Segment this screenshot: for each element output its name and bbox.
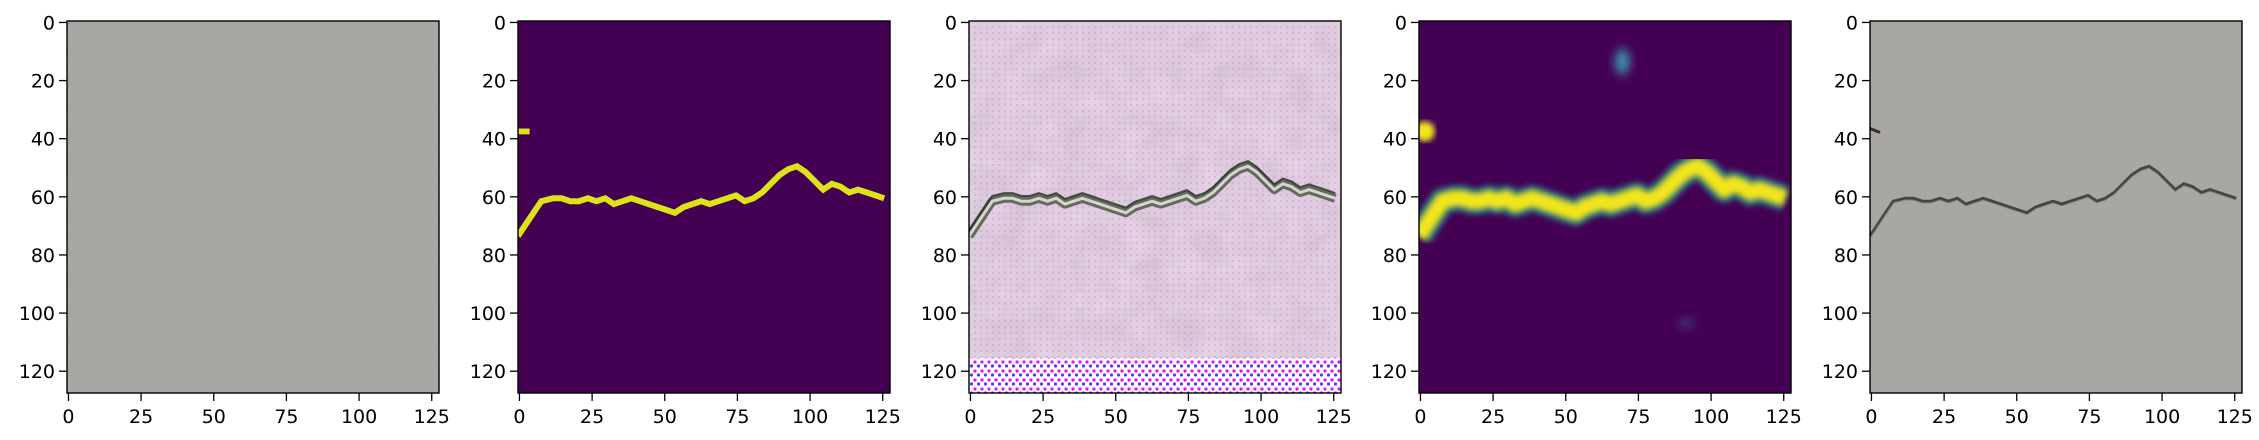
y-tick-label: 40: [1834, 129, 1858, 151]
y-tick-label: 20: [482, 71, 506, 93]
x-tick-label: 100: [2144, 406, 2180, 428]
y-tick-label: 80: [933, 245, 957, 267]
x-tick-label: 0: [964, 406, 976, 428]
y-tick-label: 20: [1383, 71, 1407, 93]
y-tick-label: 120: [1822, 361, 1858, 383]
y-tick-label: 100: [1371, 303, 1407, 325]
x-tick-label: 50: [653, 406, 677, 428]
x-tick-label: 125: [1316, 406, 1352, 428]
y-tick-label: 80: [1834, 245, 1858, 267]
x-tick-label: 25: [1031, 406, 1055, 428]
axes-frame: [66, 20, 440, 394]
generated-crack-image: [969, 21, 1341, 393]
x-tick-label: 25: [1932, 406, 1956, 428]
x-tick-label: 100: [341, 406, 377, 428]
y-tick-label: 60: [1383, 187, 1407, 209]
x-tick-label: 25: [1481, 406, 1505, 428]
panel-4: 0 25 50 75 100 125 0 20 40 60 80 100 120: [1371, 12, 1802, 428]
y-tick-label: 20: [1834, 71, 1858, 93]
x-tick-label: 50: [202, 406, 226, 428]
y-tick-label: 120: [470, 361, 506, 383]
panel-5: 0 25 50 75 100 125 0 20 40 60 80 100 120: [1822, 12, 2253, 428]
y-tick-label: 80: [482, 245, 506, 267]
x-tick-label: 0: [1865, 406, 1877, 428]
y-tick-label: 0: [43, 12, 55, 34]
y-tick-label: 100: [921, 303, 957, 325]
y-tick-label: 40: [933, 129, 957, 151]
x-tick-label: 75: [2077, 406, 2101, 428]
axes-frame: [1418, 20, 1792, 394]
axes-frame: [517, 20, 891, 394]
x-tick-label: 50: [1554, 406, 1578, 428]
panel-1: 0 25 50 75 100 125 0 20 40 60 80 100 120: [19, 12, 450, 428]
predicted-heatmap: [1419, 21, 1791, 393]
panel-2: 0 25 50 75 100 125 0 20 40 60 80 100 120: [470, 12, 901, 428]
y-tick-label: 0: [1846, 12, 1858, 34]
synthesized-crack-image: [1870, 21, 2242, 393]
axes-frame: [968, 20, 1342, 394]
y-tick-label: 100: [1822, 303, 1858, 325]
x-tick-label: 25: [580, 406, 604, 428]
y-tick-label: 40: [482, 129, 506, 151]
axes-frame: [1869, 20, 2243, 394]
y-tick-label: 80: [1383, 245, 1407, 267]
x-tick-label: 125: [865, 406, 901, 428]
x-tick-label: 0: [513, 406, 525, 428]
x-tick-label: 75: [725, 406, 749, 428]
x-tick-label: 0: [1414, 406, 1426, 428]
x-tick-label: 125: [414, 406, 450, 428]
y-tick-label: 80: [31, 245, 55, 267]
y-tick-label: 0: [494, 12, 506, 34]
x-tick-label: 75: [1176, 406, 1200, 428]
input-concrete-image: [67, 21, 439, 393]
y-tick-label: 60: [1834, 187, 1858, 209]
y-tick-label: 100: [470, 303, 506, 325]
y-tick-label: 100: [19, 303, 55, 325]
x-tick-label: 75: [1626, 406, 1650, 428]
ground-truth-mask: [518, 21, 890, 393]
y-tick-label: 120: [19, 361, 55, 383]
y-tick-label: 60: [482, 187, 506, 209]
x-tick-label: 125: [1766, 406, 1802, 428]
y-tick-label: 40: [1383, 129, 1407, 151]
x-tick-label: 50: [2005, 406, 2029, 428]
x-tick-label: 100: [792, 406, 828, 428]
x-tick-label: 25: [129, 406, 153, 428]
x-tick-label: 100: [1243, 406, 1279, 428]
y-tick-label: 60: [31, 187, 55, 209]
y-tick-label: 60: [933, 187, 957, 209]
y-tick-label: 0: [1395, 12, 1407, 34]
y-tick-label: 40: [31, 129, 55, 151]
y-tick-label: 120: [921, 361, 957, 383]
x-tick-label: 75: [274, 406, 298, 428]
y-tick-label: 20: [31, 71, 55, 93]
x-tick-label: 50: [1104, 406, 1128, 428]
y-tick-label: 0: [945, 12, 957, 34]
x-tick-label: 100: [1693, 406, 1729, 428]
y-tick-label: 20: [933, 71, 957, 93]
y-tick-label: 120: [1371, 361, 1407, 383]
panel-3: 0 25 50 75 100 125 0 20 40 60 80 100 120: [921, 12, 1352, 428]
x-tick-label: 0: [62, 406, 74, 428]
x-tick-label: 125: [2217, 406, 2253, 428]
